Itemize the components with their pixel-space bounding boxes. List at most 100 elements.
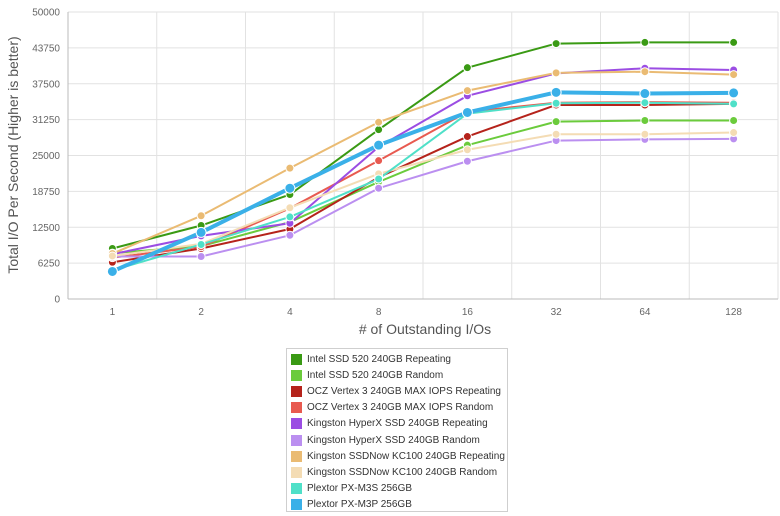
x-tick-label: 1 xyxy=(110,307,116,318)
series-line xyxy=(112,101,734,272)
series-line xyxy=(112,137,734,258)
data-point xyxy=(551,68,561,78)
x-tick-label: 16 xyxy=(462,307,474,318)
data-point xyxy=(374,183,384,193)
legend-swatch xyxy=(291,402,302,414)
x-tick-label: 8 xyxy=(376,307,382,318)
data-point xyxy=(461,106,473,118)
line-chart: 0 6250 12500 18750 25000 31250 37500 43750 50000… xyxy=(5,8,779,337)
legend-item: Kingston SSDNow KC100 240GB Random xyxy=(291,464,507,480)
data-point xyxy=(551,39,561,49)
legend-label: Intel SSD 520 240GB Random xyxy=(307,369,444,381)
data-point xyxy=(374,125,384,135)
data-point xyxy=(550,86,562,98)
y-tick-label: 25000 xyxy=(32,151,60,162)
data-point xyxy=(196,252,206,262)
data-point xyxy=(729,115,739,125)
legend-swatch xyxy=(291,434,302,446)
data-point xyxy=(284,182,296,194)
data-point xyxy=(551,98,561,108)
series-lines xyxy=(111,41,734,274)
series-line xyxy=(112,119,734,255)
data-point xyxy=(285,212,295,222)
legend-label: OCZ Vertex 3 240GB MAX IOPS Random xyxy=(307,402,494,414)
series-line xyxy=(111,70,734,255)
x-tick-label: 64 xyxy=(639,307,651,318)
y-tick-label: 37500 xyxy=(32,79,60,90)
legend-swatch xyxy=(291,499,302,511)
data-point xyxy=(195,226,207,238)
legend-label: Intel SSD 520 240GB Repeating xyxy=(307,353,451,365)
data-point xyxy=(729,128,739,138)
legend-swatch xyxy=(291,450,302,462)
y-tick-label: 0 xyxy=(54,295,60,306)
x-tick-label: 2 xyxy=(198,307,204,318)
data-point xyxy=(551,129,561,139)
data-point xyxy=(462,156,472,166)
legend-swatch xyxy=(291,353,302,365)
axes: 0 6250 12500 18750 25000 31250 37500 43750 50000… xyxy=(32,8,778,318)
data-point xyxy=(196,239,206,249)
series-line xyxy=(112,102,734,264)
legend-label: Kingston SSDNow KC100 240GB Repeating xyxy=(307,450,505,462)
data-point xyxy=(729,70,739,80)
data-point xyxy=(462,132,472,142)
x-tick-label: 4 xyxy=(287,307,293,318)
y-tick-label: 43750 xyxy=(32,43,60,54)
x-axis-label: # of Outstanding I/Os xyxy=(359,321,491,337)
legend-item: OCZ Vertex 3 240GB MAX IOPS Random xyxy=(291,400,507,416)
legend-label: Kingston SSDNow KC100 240GB Random xyxy=(307,466,498,478)
data-point xyxy=(462,63,472,73)
series-line xyxy=(111,90,734,274)
y-tick-label: 50000 xyxy=(32,8,60,19)
data-point xyxy=(374,117,384,127)
legend-item: Intel SSD 520 240GB Repeating xyxy=(291,351,507,367)
legend-item: OCZ Vertex 3 240GB MAX IOPS Repeating xyxy=(291,383,507,399)
data-point xyxy=(285,203,295,213)
legend-swatch xyxy=(291,418,302,430)
y-tick-label: 6250 xyxy=(38,259,61,270)
series-line xyxy=(112,41,734,250)
legend-label: Plextor PX-M3S 256GB xyxy=(307,483,413,495)
data-point xyxy=(285,163,295,173)
legend-label: Kingston HyperX SSD 240GB Random xyxy=(307,434,480,446)
series-points xyxy=(106,37,740,277)
data-point xyxy=(551,117,561,127)
data-point xyxy=(106,265,118,277)
series-line xyxy=(112,131,734,257)
data-point xyxy=(196,211,206,221)
data-point xyxy=(374,156,384,166)
data-point xyxy=(640,129,650,139)
data-point xyxy=(462,86,472,96)
data-point xyxy=(640,115,650,125)
legend-swatch xyxy=(291,466,302,478)
x-tick-label: 128 xyxy=(725,307,742,318)
data-point xyxy=(285,230,295,240)
data-point xyxy=(728,87,740,99)
legend-label: OCZ Vertex 3 240GB MAX IOPS Repeating xyxy=(307,385,501,397)
series-line xyxy=(112,67,734,256)
data-point xyxy=(462,145,472,155)
y-tick-label: 18750 xyxy=(32,187,60,198)
legend-swatch xyxy=(291,483,302,495)
data-point xyxy=(729,99,739,109)
y-tick-label: 12500 xyxy=(32,223,60,234)
legend-label: Plextor PX-M3P 256GB xyxy=(307,499,412,511)
data-point xyxy=(729,37,739,47)
y-tick-label: 31250 xyxy=(32,115,60,126)
legend-item: Plextor PX-M3S 256GB xyxy=(291,481,507,497)
grid xyxy=(67,11,779,300)
legend-item: Plextor PX-M3P 256GB xyxy=(291,497,507,513)
data-point xyxy=(640,37,650,47)
data-point xyxy=(373,139,385,151)
legend: Intel SSD 520 240GB Repeating Intel SSD 5… xyxy=(286,348,508,512)
data-point xyxy=(107,251,117,261)
data-point xyxy=(374,174,384,184)
legend-item: Kingston HyperX SSD 240GB Random xyxy=(291,432,507,448)
data-point xyxy=(640,67,650,77)
y-axis-label: Total I/O Per Second (Higher is better) xyxy=(5,36,21,273)
legend-item: Kingston HyperX SSD 240GB Repeating xyxy=(291,416,507,432)
legend-item: Intel SSD 520 240GB Random xyxy=(291,367,507,383)
legend-swatch xyxy=(291,369,302,381)
